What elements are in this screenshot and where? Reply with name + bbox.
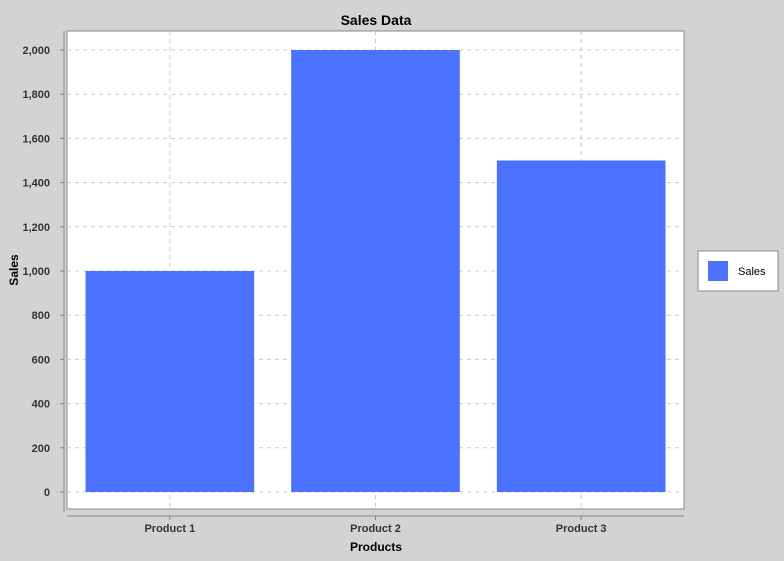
bar-2 <box>291 50 460 492</box>
y-tick-label: 800 <box>32 310 50 322</box>
y-tick-label: 2,000 <box>22 45 50 57</box>
legend-label: Sales <box>738 266 766 278</box>
legend-swatch <box>708 261 728 281</box>
y-tick-label: 1,800 <box>22 89 50 101</box>
y-tick-label: 1,600 <box>22 133 50 145</box>
bar-1 <box>85 271 255 492</box>
y-tick-label: 0 <box>44 487 50 499</box>
y-tick-label: 600 <box>32 354 50 366</box>
y-axis-ticks: 0 200 400 600 800 1,000 1,200 1,400 1,600 1,800 2,… <box>22 45 64 499</box>
legend: Sales <box>697 250 779 292</box>
x-tick-label: Product 3 <box>556 523 607 535</box>
bar-3 <box>496 160 666 492</box>
x-axis-label: Products <box>350 540 402 554</box>
y-tick-label: 200 <box>32 443 50 455</box>
y-tick-label: 400 <box>32 399 50 411</box>
y-tick-label: 1,400 <box>22 178 50 190</box>
bars <box>85 50 666 492</box>
x-tick-label: Product 1 <box>144 523 195 535</box>
x-tick-label: Product 2 <box>350 523 401 535</box>
y-axis-label: Sales <box>7 254 21 286</box>
y-tick-label: 1,000 <box>22 266 50 278</box>
chart-title: Sales Data <box>341 12 412 28</box>
y-tick-label: 1,200 <box>22 222 50 234</box>
x-axis-ticks: Product 1 Product 2 Product 3 <box>144 516 607 535</box>
